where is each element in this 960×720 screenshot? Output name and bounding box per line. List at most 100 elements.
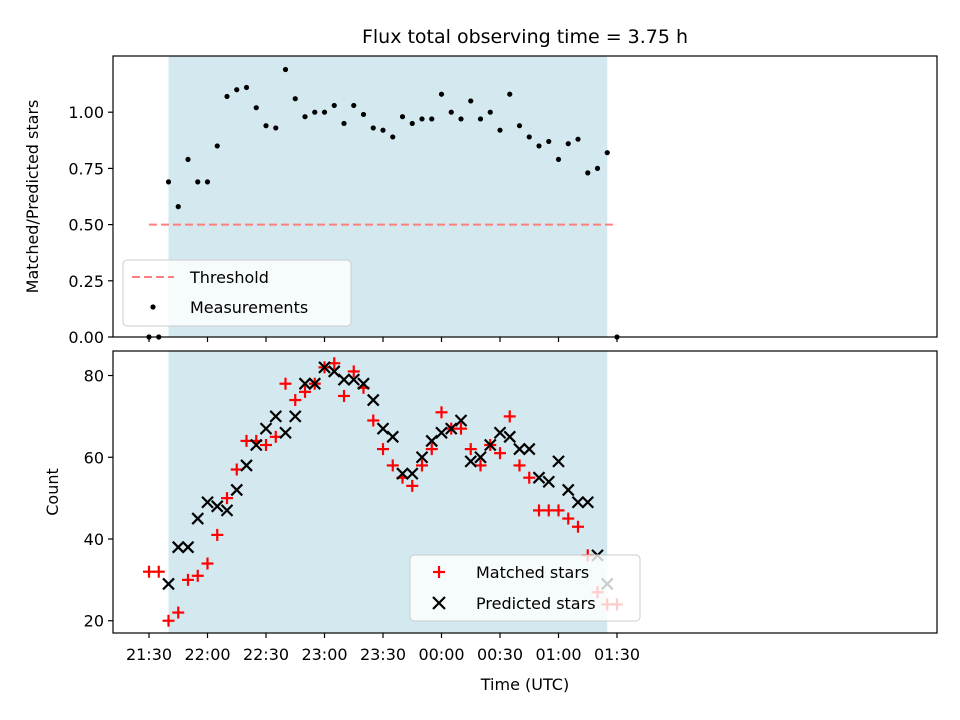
y-tick-label: 1.00 xyxy=(68,103,104,122)
measurements-legend-swatch xyxy=(150,304,156,310)
measurement-point xyxy=(448,109,454,115)
measurement-point xyxy=(575,136,581,142)
measurement-point xyxy=(477,116,484,122)
predicted-star-point xyxy=(396,467,409,480)
measurement-point xyxy=(195,179,201,185)
x-tick-label: 01:30 xyxy=(594,645,640,664)
measurement-point xyxy=(507,91,513,97)
predicted-star-point xyxy=(464,455,478,468)
top-panel: 0.00 0.25 0.50 0.75 1.00 Matched/Predicted s… xyxy=(23,55,938,347)
measurement-point xyxy=(253,105,259,111)
predicted-star-point xyxy=(269,410,283,423)
predicted-star-point xyxy=(347,373,361,386)
measurement-point xyxy=(185,156,191,163)
x-tick-label: 22:30 xyxy=(243,645,289,664)
x-tick-label: 01:00 xyxy=(535,645,581,664)
predicted-star-point xyxy=(181,540,195,554)
top-axes-frame xyxy=(112,55,938,338)
measurement-point xyxy=(331,102,337,109)
predicted-star-point xyxy=(503,430,517,444)
top-legend: Threshold Measurements xyxy=(122,259,352,327)
y-tick-label: 20 xyxy=(84,612,104,631)
measurement-point xyxy=(594,165,601,171)
predicted-legend-swatch xyxy=(432,596,446,610)
predicted-star-point xyxy=(171,540,185,554)
predicted-star-point xyxy=(249,438,263,452)
matched-star-point xyxy=(162,614,175,627)
predicted-star-point xyxy=(318,361,331,374)
matched-star-point xyxy=(221,492,233,505)
measurement-point xyxy=(165,179,172,185)
top-y-ticks: 0.00 0.25 0.50 0.75 1.00 xyxy=(68,103,113,347)
matched-star-point xyxy=(523,471,536,484)
measurement-point xyxy=(468,98,474,104)
predicted-star-point xyxy=(493,426,507,440)
predicted-star-point xyxy=(337,373,351,386)
top-x-ticks xyxy=(148,337,618,342)
matched-legend-label: Matched stars xyxy=(476,563,589,582)
measurement-point xyxy=(497,127,503,133)
measurement-point xyxy=(312,109,318,115)
bottom-x-ticks: 21:30 22:00 22:30 23:00 23:30 00:00 00:30 01:00… xyxy=(126,633,640,664)
matched-star-point xyxy=(552,504,565,517)
measurement-point xyxy=(234,87,240,93)
matched-star-point xyxy=(152,565,165,578)
x-tick-label: 22:00 xyxy=(184,645,230,664)
bottom-y-axis-label: Count xyxy=(43,468,62,516)
x-axis-label: Time (UTC) xyxy=(480,675,569,694)
x-tick-label: 23:00 xyxy=(301,645,347,664)
measurement-point xyxy=(546,138,552,145)
matched-star-point xyxy=(406,479,419,492)
measurement-point xyxy=(204,179,211,185)
matched-star-point xyxy=(191,569,204,582)
matched-star-point xyxy=(474,459,487,472)
y-tick-label: 0.00 xyxy=(68,328,104,347)
measurement-point xyxy=(175,204,181,210)
measurement-point xyxy=(321,109,328,115)
measurement-point xyxy=(370,125,376,131)
y-tick-label: 0.25 xyxy=(68,272,104,291)
measurement-point xyxy=(380,127,386,133)
count-points xyxy=(143,357,623,627)
predicted-star-point xyxy=(542,475,556,489)
measurement-point xyxy=(526,134,532,140)
measurement-point xyxy=(585,170,591,176)
measurement-points xyxy=(146,66,620,340)
matched-star-point xyxy=(299,385,311,398)
matched-star-point xyxy=(230,463,243,476)
predicted-star-point xyxy=(405,467,419,480)
matched-star-point xyxy=(172,606,185,619)
y-tick-label: 0.75 xyxy=(68,159,104,178)
matched-star-point xyxy=(289,394,302,407)
predicted-star-point xyxy=(279,426,292,440)
predicted-star-point xyxy=(240,459,253,472)
matched-star-point xyxy=(260,439,272,451)
predicted-star-point xyxy=(366,393,380,407)
top-legend-box xyxy=(122,259,352,327)
predicted-star-point xyxy=(308,377,322,390)
matched-star-point xyxy=(182,573,194,586)
measurement-point xyxy=(536,143,542,149)
top-y-axis-label: Matched/Predicted stars xyxy=(23,100,42,294)
matched-star-point xyxy=(562,512,575,525)
bottom-legend: Matched stars Predicted stars xyxy=(409,554,641,622)
predicted-star-point xyxy=(210,500,224,513)
predicted-star-point xyxy=(386,430,400,444)
measurement-point xyxy=(458,116,464,122)
matched-star-point xyxy=(494,447,506,460)
matched-star-point xyxy=(416,459,428,472)
predicted-star-point xyxy=(571,495,585,509)
measurement-point xyxy=(419,116,425,122)
matched-star-point xyxy=(338,389,350,402)
predicted-star-point xyxy=(425,434,439,448)
matched-star-point xyxy=(367,414,380,427)
measurement-point xyxy=(487,109,493,115)
measurement-point xyxy=(360,111,367,118)
measurement-point xyxy=(224,93,230,100)
matched-star-point xyxy=(328,357,341,370)
matched-star-point xyxy=(503,410,516,423)
measurement-point xyxy=(516,123,523,129)
y-tick-label: 40 xyxy=(84,530,104,549)
predicted-star-point xyxy=(561,483,575,497)
